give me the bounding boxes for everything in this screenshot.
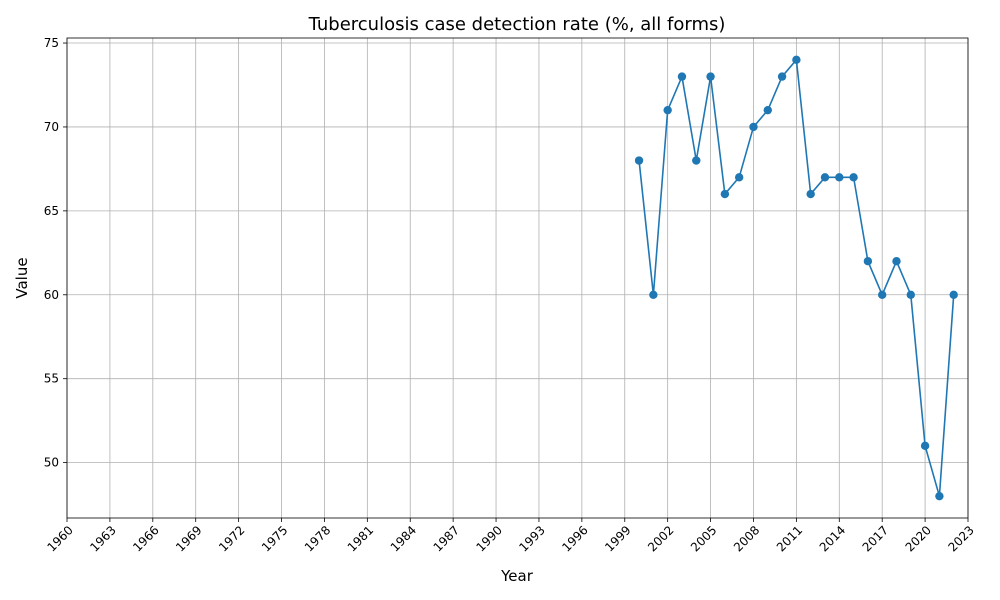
y-tick-label: 60: [44, 288, 59, 302]
x-tick-label: 1999: [602, 523, 633, 554]
y-axis-title: Value: [13, 257, 31, 298]
x-tick-label: 1969: [173, 523, 204, 554]
axes: [66, 37, 969, 519]
x-tick-label: 1966: [130, 523, 161, 554]
y-tick-label: 75: [44, 36, 59, 50]
data-point-2008: [749, 122, 758, 132]
x-tick-label: 2014: [817, 523, 848, 554]
data-point-2000: [634, 156, 644, 165]
data-point-2006: [720, 189, 730, 199]
x-tick-label: 2020: [903, 523, 934, 554]
x-tick-label: 1981: [345, 523, 376, 554]
x-tick-label: 2008: [731, 523, 762, 554]
chart-title: Tuberculosis case detection rate (%, all…: [308, 14, 726, 35]
y-tick-label: 55: [44, 372, 59, 386]
data-point-2014: [835, 173, 844, 182]
x-tick-label: 1972: [216, 523, 247, 554]
data-point-2005: [706, 72, 715, 81]
x-tick-label: 2002: [645, 523, 676, 554]
y-tick-label: 65: [44, 204, 59, 218]
x-tick-label: 2011: [774, 523, 805, 554]
x-tick-label: 2005: [688, 523, 719, 554]
x-tick-label: 1978: [302, 523, 333, 554]
x-tick-label: 1975: [259, 523, 290, 554]
x-tick-label: 1984: [388, 523, 419, 554]
y-tick-label: 50: [44, 456, 59, 470]
data-point-2001: [649, 290, 658, 299]
data-point-2003: [677, 72, 687, 81]
series-layer: [634, 55, 958, 501]
x-tick-label: 1993: [516, 523, 547, 554]
x-axis-title: Year: [500, 567, 534, 585]
data-point-2015: [849, 173, 858, 182]
plot-frame: [66, 37, 969, 519]
grid: [66, 38, 969, 518]
data-point-2009: [763, 105, 772, 115]
data-point-2017: [877, 290, 887, 299]
x-tick-label: 2023: [945, 523, 976, 554]
x-tick-label: 2017: [860, 523, 891, 554]
data-point-2021: [935, 491, 944, 501]
data-point-2010: [777, 72, 787, 81]
data-point-2022: [949, 290, 958, 299]
y-tick-label: 70: [44, 120, 59, 134]
data-point-2016: [863, 257, 873, 266]
ticks: 1960 1963 1966 1969 1972 1975 1978 1981 1984 1987…: [44, 36, 977, 555]
data-point-2018: [892, 257, 901, 266]
data-point-2007: [734, 173, 744, 182]
x-tick-label: 1990: [473, 523, 504, 554]
data-point-2011: [792, 55, 801, 65]
data-point-2013: [820, 173, 830, 182]
data-point-2020: [920, 441, 930, 451]
data-point-2019: [906, 290, 915, 299]
data-point-2004: [692, 156, 701, 165]
data-point-2002: [663, 105, 672, 115]
x-tick-label: 1996: [559, 523, 590, 554]
x-tick-label: 1960: [44, 523, 75, 554]
data-point-2012: [806, 189, 815, 199]
x-tick-label: 1987: [431, 523, 462, 554]
x-tick-label: 1963: [87, 523, 118, 554]
